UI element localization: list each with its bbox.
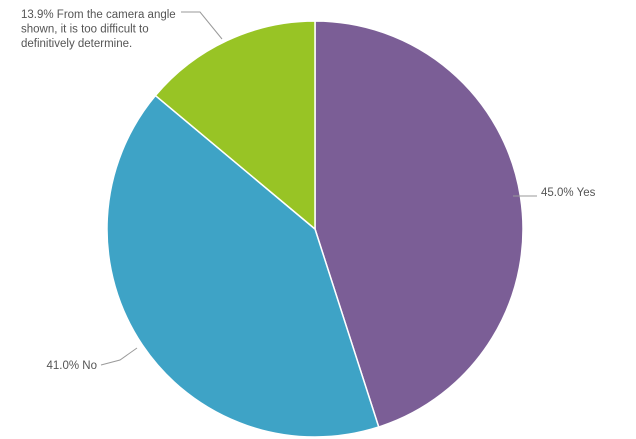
slice-label-2: 41.0% No	[46, 360, 97, 372]
slice-label-line: 41.0% No	[46, 360, 97, 372]
slice-label-1: 45.0% Yes	[541, 187, 596, 199]
slice-label-line: 13.9% From the camera angle	[21, 9, 176, 21]
pie-slice-1	[314, 20, 524, 428]
leader-line-3	[181, 11, 223, 40]
slice-label-line: definitively determine.	[21, 38, 132, 50]
slice-label-3: 13.9% From the camera angle shown, it is …	[21, 9, 176, 50]
slice-labels: 45.0% Yes 41.0% No 13.9% From the camera a…	[21, 9, 596, 372]
pie-slice-2	[106, 94, 380, 438]
slice-label-line: shown, it is too difficult to	[21, 24, 149, 36]
pie-slice-3	[154, 20, 316, 231]
leader-line-2	[100, 347, 138, 366]
pie-slices	[106, 20, 524, 438]
slice-label-line: 45.0% Yes	[541, 187, 596, 199]
leader-lines	[100, 11, 537, 366]
